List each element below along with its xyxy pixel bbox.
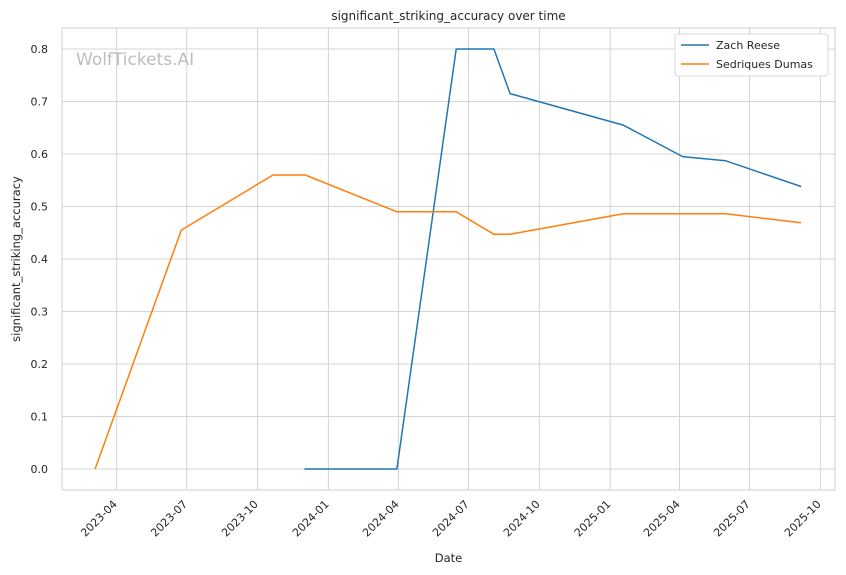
x-tick-label: 2025-04 xyxy=(641,498,683,540)
y-axis-label: significant_striking_accuracy xyxy=(9,176,23,342)
y-tick-label: 0.1 xyxy=(31,411,49,424)
series-line-sedriques-dumas xyxy=(94,174,802,470)
legend-frame xyxy=(674,33,829,77)
x-tick-label: 2023-07 xyxy=(148,498,190,540)
y-tick-label: 0.4 xyxy=(31,253,49,266)
x-tick-label: 2024-01 xyxy=(290,498,332,540)
x-tick-label: 2024-10 xyxy=(501,498,543,540)
y-tick-label: 0.2 xyxy=(31,358,49,371)
x-tick-label: 2024-07 xyxy=(430,498,472,540)
watermark: WolfTickets.AI xyxy=(76,50,194,70)
y-tick-label: 0.0 xyxy=(31,463,49,476)
series-lines xyxy=(94,48,802,470)
x-axis-label: Date xyxy=(435,551,463,565)
series-line-zach-reese xyxy=(304,48,802,470)
y-tick-label: 0.7 xyxy=(31,96,49,109)
x-tick-label: 2025-10 xyxy=(782,498,824,540)
chart-title: significant_striking_accuracy over time xyxy=(331,9,565,23)
x-tick-label: 2023-10 xyxy=(219,498,261,540)
y-tick-label: 0.8 xyxy=(31,43,49,56)
y-tick-label: 0.5 xyxy=(31,201,49,214)
legend-label: Zach Reese xyxy=(716,39,780,52)
y-tick-label: 0.6 xyxy=(31,148,49,161)
tick-labels: 0.0 0.1 0.2 0.3 0.4 0.5 0.6 0.7 0.8 2023-04 2023-0… xyxy=(31,43,824,539)
y-tick-label: 0.3 xyxy=(31,306,49,319)
x-tick-label: 2025-01 xyxy=(572,498,614,540)
x-tick-label: 2024-04 xyxy=(360,498,402,540)
plot-frame xyxy=(61,27,836,491)
legend: Zach Reese Sedriques Dumas xyxy=(674,33,829,77)
legend-label: Sedriques Dumas xyxy=(716,58,813,71)
x-tick-label: 2023-04 xyxy=(78,498,120,540)
grid xyxy=(62,28,835,490)
x-tick-label: 2025-07 xyxy=(711,498,753,540)
